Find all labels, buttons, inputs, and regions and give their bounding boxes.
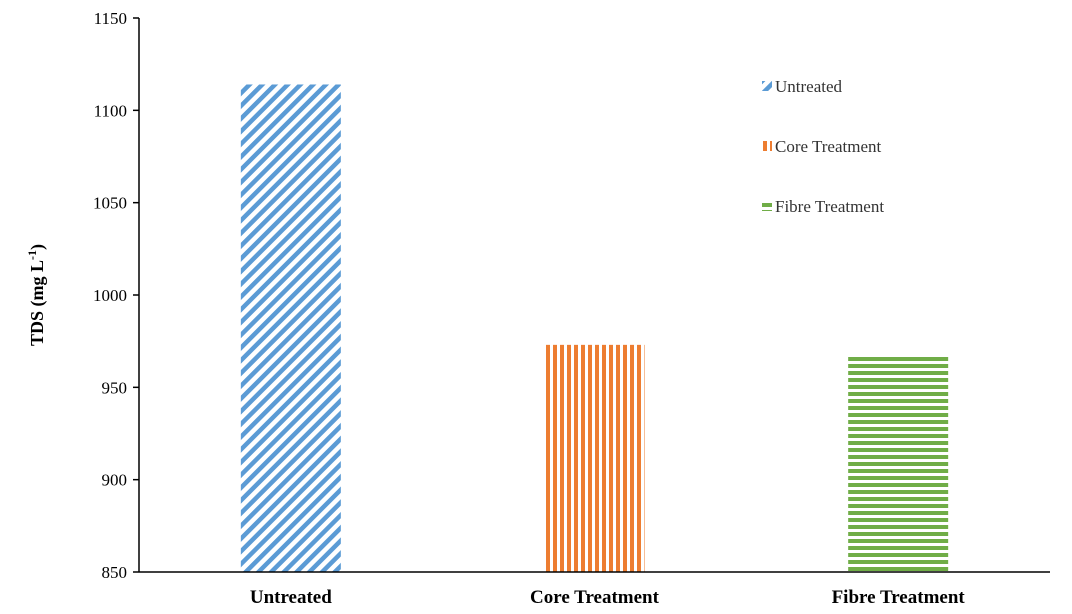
bar-core-treatment [544,344,645,572]
y-axis-label-close: ) [27,244,48,250]
x-category-label: Core Treatment [530,587,660,608]
y-tick-label: 1050 [93,194,127,213]
x-category-label: Untreated [250,587,332,608]
y-axis-ticks: 850 900 950 1000 1050 1100 1150 [93,9,139,582]
y-axis-label-superscript: -1 [25,250,39,260]
y-tick-label: 1150 [94,9,127,28]
y-tick-label: 900 [102,471,128,490]
bar-untreated [240,84,341,572]
y-tick-label: 950 [102,378,128,397]
y-axis-label: TDS (mg L-1) [25,244,48,346]
y-tick-label: 850 [102,563,128,582]
legend-label: Untreated [775,77,843,96]
y-tick-label: 1000 [93,286,127,305]
legend-swatch [762,201,772,211]
x-category-label: Fibre Treatment [832,587,966,608]
legend-label: Core Treatment [775,137,882,156]
y-axis-label-main: TDS (mg L [27,260,48,346]
bar-fibre-treatment [848,355,949,572]
x-axis-labels: Untreated Core Treatment Fibre Treatment [250,587,966,608]
y-tick-label: 1100 [94,101,127,120]
legend: Untreated Core Treatment Fibre Treatment [762,77,884,216]
bars [240,84,949,572]
legend-label: Fibre Treatment [775,197,884,216]
legend-swatch [762,141,772,151]
legend-swatch [762,81,772,91]
